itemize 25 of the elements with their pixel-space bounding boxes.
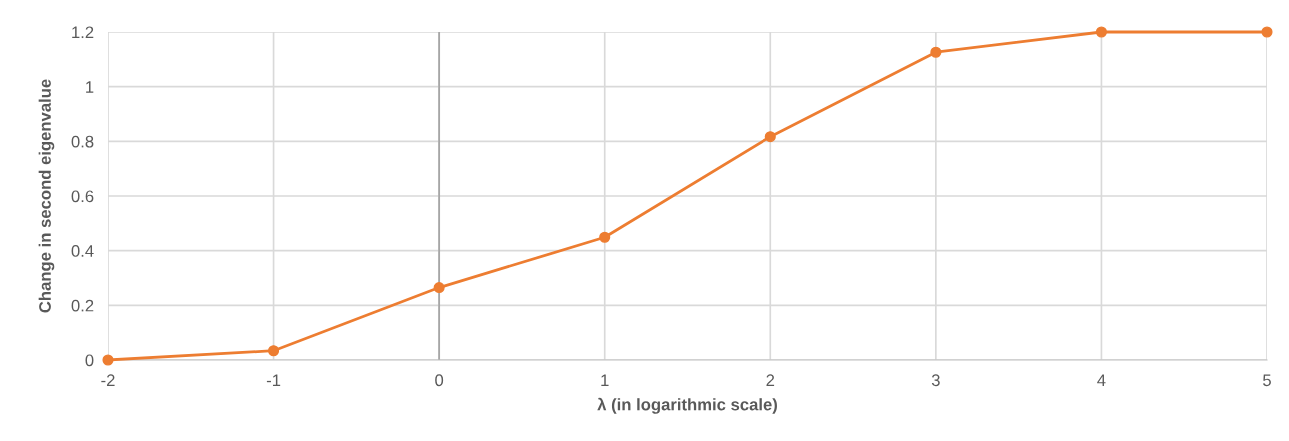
y-tick-label: 0.8 [71,135,94,148]
point [433,282,445,294]
x-axis-title: λ (in logarithmic scale) [597,397,777,414]
point [268,345,280,357]
point [930,46,942,58]
point [1095,26,1107,38]
y-tick-label: 0 [85,354,94,367]
y-tick-label: 0.6 [71,190,94,203]
x-tick-label: 0 [435,374,444,387]
x-tick-label: 5 [1263,374,1271,387]
point [1261,26,1273,38]
point [102,354,114,366]
y-tick-label: 0.4 [71,245,94,257]
x-tick-label: -1 [266,374,281,386]
x-tick-label: 2 [766,374,775,386]
y-tick-label: 1 [86,81,94,93]
point [599,231,611,243]
x-tick-label: 1 [601,374,609,386]
y-axis-title: Change in second eigenvalue [38,79,55,313]
x-tick-label: -2 [101,374,115,386]
y-tick-label: 1.2 [72,26,94,39]
y-tick-label: 0.2 [71,299,94,312]
point [764,131,776,143]
x-tick-label: 3 [931,374,940,387]
x-tick-label: 4 [1097,374,1106,386]
